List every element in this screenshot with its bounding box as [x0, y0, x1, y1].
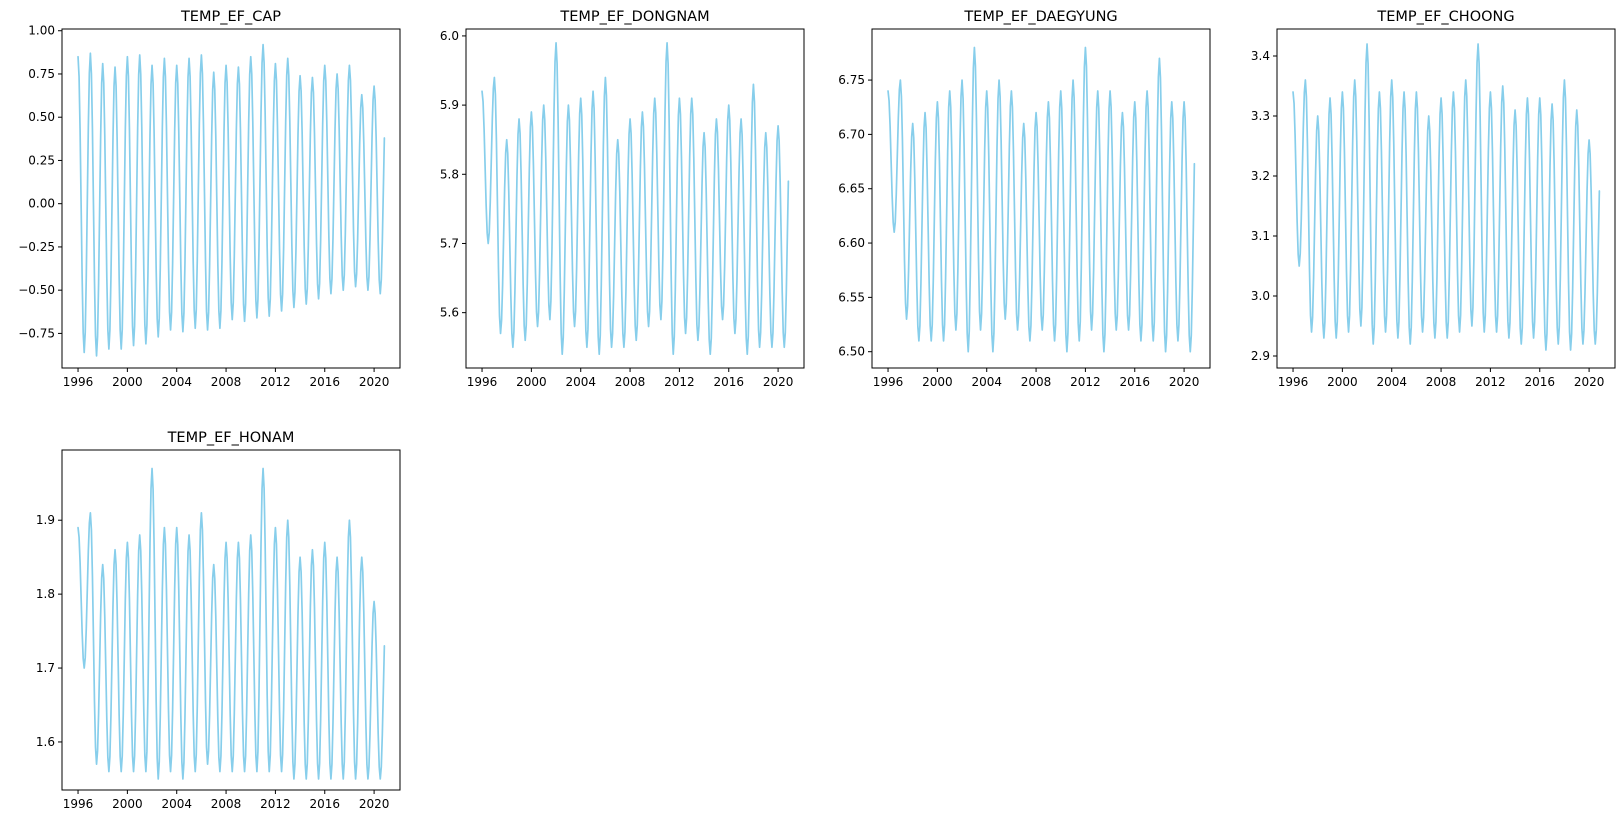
y-tick-label: 6.50 [838, 345, 865, 359]
x-tick-label: 2012 [664, 375, 695, 389]
x-tick-label: 2004 [565, 375, 596, 389]
panel-temp-ef-cap: TEMP_EF_CAP 1996 2000 2004 2008 2012 2016 2020… [18, 9, 401, 389]
y-tick-label: 2.9 [1251, 349, 1270, 363]
series-line [1292, 43, 1601, 351]
x-tick-label: 2004 [1376, 375, 1407, 389]
axes-frame [1276, 28, 1616, 369]
x-tick-label: 2016 [713, 375, 744, 389]
x-tick-label: 2020 [1169, 375, 1200, 389]
panel-title: TEMP_EF_CHOONG [1376, 9, 1514, 25]
x-tick-label: 2004 [161, 797, 192, 811]
series-line [481, 41, 790, 356]
axes-frame [61, 28, 401, 369]
y-tick-label: −0.75 [18, 326, 55, 340]
x-tick-label: 2008 [615, 375, 646, 389]
x-tick-label: 2016 [309, 375, 340, 389]
x-tick-label: 2008 [211, 797, 242, 811]
axes-frame [465, 28, 805, 369]
x-tick-label: 2004 [971, 375, 1002, 389]
x-tick-label: 2020 [359, 375, 390, 389]
panel-title: TEMP_EF_HONAM [167, 430, 295, 446]
y-tick-label: −0.25 [18, 240, 55, 254]
x-tick-label: 2020 [763, 375, 794, 389]
axes-frame [61, 449, 401, 791]
series-line [77, 467, 386, 780]
y-tick-label: 5.7 [440, 236, 459, 250]
y-tick-label: 6.0 [440, 29, 459, 43]
x-tick-label: 1996 [63, 375, 94, 389]
x-tick-label: 1996 [1278, 375, 1309, 389]
panel-temp-ef-choong: TEMP_EF_CHOONG 1996 2000 2004 2008 2012 2016 2… [1251, 9, 1616, 389]
y-tick-label: 3.1 [1251, 229, 1270, 243]
series-line [887, 46, 1196, 353]
y-tick-label: 1.00 [28, 24, 55, 38]
x-tick-label: 2004 [161, 375, 192, 389]
x-tick-label: 1996 [873, 375, 904, 389]
series-line [77, 43, 386, 357]
x-tick-label: 1996 [63, 797, 94, 811]
y-tick-label: 0.25 [28, 153, 55, 167]
y-tick-label: 3.3 [1251, 109, 1270, 123]
x-tick-label: 1996 [467, 375, 498, 389]
panel-temp-ef-daegyung: TEMP_EF_DAEGYUNG 1996 2000 2004 2008 2012 201… [838, 9, 1211, 389]
x-tick-label: 2012 [260, 375, 291, 389]
panel-title: TEMP_EF_DAEGYUNG [963, 9, 1117, 25]
x-tick-label: 2012 [1475, 375, 1506, 389]
x-tick-label: 2000 [1327, 375, 1358, 389]
y-tick-label: 6.60 [838, 236, 865, 250]
panel-temp-ef-dongnam: TEMP_EF_DONGNAM 1996 2000 2004 2008 2012 2016… [440, 9, 805, 389]
panel-title: TEMP_EF_DONGNAM [559, 9, 709, 25]
y-tick-label: 0.50 [28, 110, 55, 124]
x-tick-label: 2008 [1021, 375, 1052, 389]
y-tick-label: 1.9 [36, 513, 55, 527]
x-tick-label: 2020 [359, 797, 390, 811]
x-tick-label: 2000 [922, 375, 953, 389]
axes-frame [871, 28, 1211, 369]
y-tick-label: 0.00 [28, 197, 55, 211]
x-tick-label: 2000 [112, 375, 143, 389]
x-tick-label: 2000 [516, 375, 547, 389]
y-tick-label: 5.9 [440, 98, 459, 112]
x-tick-label: 2016 [1119, 375, 1150, 389]
y-tick-label: 0.75 [28, 67, 55, 81]
y-tick-label: 3.4 [1251, 49, 1270, 63]
y-tick-label: 1.6 [36, 735, 55, 749]
x-tick-label: 2008 [1426, 375, 1457, 389]
y-tick-label: 5.8 [440, 167, 459, 181]
y-tick-label: 1.7 [36, 661, 55, 675]
y-tick-label: 5.6 [440, 306, 459, 320]
x-tick-label: 2016 [309, 797, 340, 811]
y-tick-label: −0.50 [18, 283, 55, 297]
panel-title: TEMP_EF_CAP [180, 9, 281, 25]
x-tick-label: 2012 [1070, 375, 1101, 389]
x-tick-label: 2000 [112, 797, 143, 811]
x-tick-label: 2016 [1524, 375, 1555, 389]
y-tick-label: 6.75 [838, 73, 865, 87]
y-tick-label: 6.70 [838, 127, 865, 141]
y-tick-label: 3.0 [1251, 289, 1270, 303]
x-tick-label: 2020 [1574, 375, 1605, 389]
panel-temp-ef-honam: TEMP_EF_HONAM 1996 2000 2004 2008 2012 2016 20… [36, 430, 401, 811]
y-tick-label: 3.2 [1251, 169, 1270, 183]
x-tick-label: 2012 [260, 797, 291, 811]
y-tick-label: 6.65 [838, 182, 865, 196]
x-tick-label: 2008 [211, 375, 242, 389]
y-tick-label: 1.8 [36, 587, 55, 601]
y-tick-label: 6.55 [838, 290, 865, 304]
